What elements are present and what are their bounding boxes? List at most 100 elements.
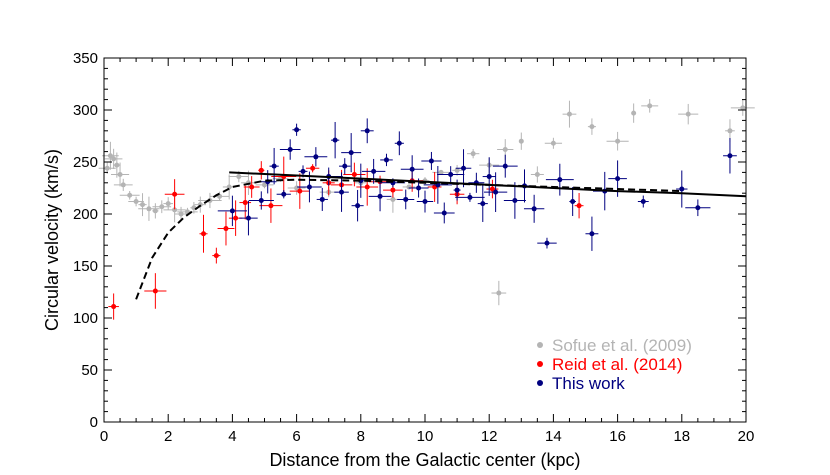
- data-point: [428, 158, 434, 164]
- data-point: [454, 187, 460, 193]
- data-point: [236, 174, 242, 180]
- x-tick-label: 4: [228, 428, 236, 445]
- data-point: [342, 163, 348, 169]
- data-point: [396, 140, 402, 146]
- data-point: [140, 202, 146, 208]
- data-point: [306, 184, 312, 190]
- data-point: [111, 304, 117, 310]
- data-point: [213, 253, 219, 259]
- x-tick-label: 14: [545, 428, 562, 445]
- y-tick-label: 50: [81, 362, 98, 379]
- data-point: [502, 163, 508, 169]
- data-point: [104, 165, 110, 171]
- data-point: [544, 240, 550, 246]
- data-point: [172, 191, 178, 197]
- data-point: [364, 128, 370, 134]
- data-point: [512, 197, 518, 203]
- data-point: [178, 211, 184, 217]
- data-point: [489, 186, 495, 192]
- data-point: [570, 199, 576, 205]
- x-tick-label: 18: [673, 428, 690, 445]
- y-tick-label: 250: [73, 154, 98, 171]
- data-point: [406, 184, 412, 190]
- data-point: [120, 182, 126, 188]
- data-point: [165, 201, 171, 207]
- data-point: [319, 196, 325, 202]
- data-point: [640, 199, 646, 205]
- data-point: [355, 203, 361, 209]
- data-point: [480, 201, 486, 207]
- y-tick-label: 0: [90, 414, 98, 431]
- data-point: [287, 147, 293, 153]
- y-tick-label: 100: [73, 310, 98, 327]
- data-point: [172, 207, 178, 213]
- x-tick-label: 12: [481, 428, 498, 445]
- series-sofue-et-al-2009: [98, 99, 755, 306]
- data-point: [146, 206, 152, 212]
- data-point: [727, 153, 733, 159]
- data-point: [300, 168, 306, 174]
- data-point: [589, 231, 595, 237]
- data-point: [534, 171, 540, 177]
- y-tick-label: 350: [73, 50, 98, 67]
- legend: Sofue et al. (2009)Reid et al. (2014)Thi…: [537, 336, 692, 393]
- data-point: [454, 167, 460, 173]
- data-point: [364, 184, 370, 190]
- data-point: [127, 192, 133, 198]
- x-tick-label: 2: [164, 428, 172, 445]
- data-point: [152, 208, 158, 214]
- data-point: [448, 171, 454, 177]
- data-point: [390, 196, 396, 202]
- data-point: [685, 111, 691, 117]
- data-point: [409, 166, 415, 172]
- data-point: [351, 171, 357, 177]
- data-point: [371, 168, 377, 174]
- data-point: [740, 105, 746, 111]
- data-point: [438, 169, 444, 175]
- data-point: [111, 156, 117, 162]
- legend-label: This work: [552, 374, 625, 393]
- data-point: [245, 215, 251, 221]
- data-point: [262, 182, 267, 188]
- data-point: [496, 290, 502, 296]
- data-point: [223, 226, 229, 232]
- data-point: [377, 193, 383, 199]
- data-point: [242, 200, 248, 206]
- data-point: [348, 150, 354, 156]
- x-tick-label: 8: [357, 428, 365, 445]
- data-point: [332, 137, 338, 143]
- data-point: [339, 189, 345, 195]
- x-axis-label: Distance from the Galactic center (kpc): [269, 450, 580, 470]
- data-point: [229, 208, 235, 214]
- data-point: [133, 199, 139, 205]
- data-point: [695, 205, 701, 211]
- y-axis-label: Circular velocity (km/s): [42, 149, 62, 331]
- y-tick-label: 200: [73, 206, 98, 223]
- data-point: [550, 140, 556, 146]
- y-tick-label: 300: [73, 102, 98, 119]
- legend-label: Sofue et al. (2009): [552, 336, 692, 355]
- data-point: [258, 167, 264, 173]
- data-point: [390, 187, 396, 193]
- data-point: [647, 103, 653, 109]
- data-point: [502, 147, 508, 153]
- data-point: [152, 288, 158, 294]
- fitted-curves: [135, 171, 747, 300]
- data-point: [310, 165, 316, 171]
- y-tick-label: 150: [73, 258, 98, 275]
- x-tick-label: 6: [292, 428, 300, 445]
- data-point: [201, 231, 207, 237]
- data-point: [258, 197, 264, 203]
- data-point: [159, 204, 165, 210]
- data-point: [107, 153, 113, 159]
- data-point: [233, 215, 239, 221]
- data-point: [249, 184, 255, 190]
- data-point: [493, 189, 499, 195]
- data-point: [461, 165, 467, 171]
- data-point: [679, 186, 685, 192]
- data-point: [631, 110, 637, 116]
- x-tick-label: 0: [100, 428, 108, 445]
- data-point: [518, 138, 524, 144]
